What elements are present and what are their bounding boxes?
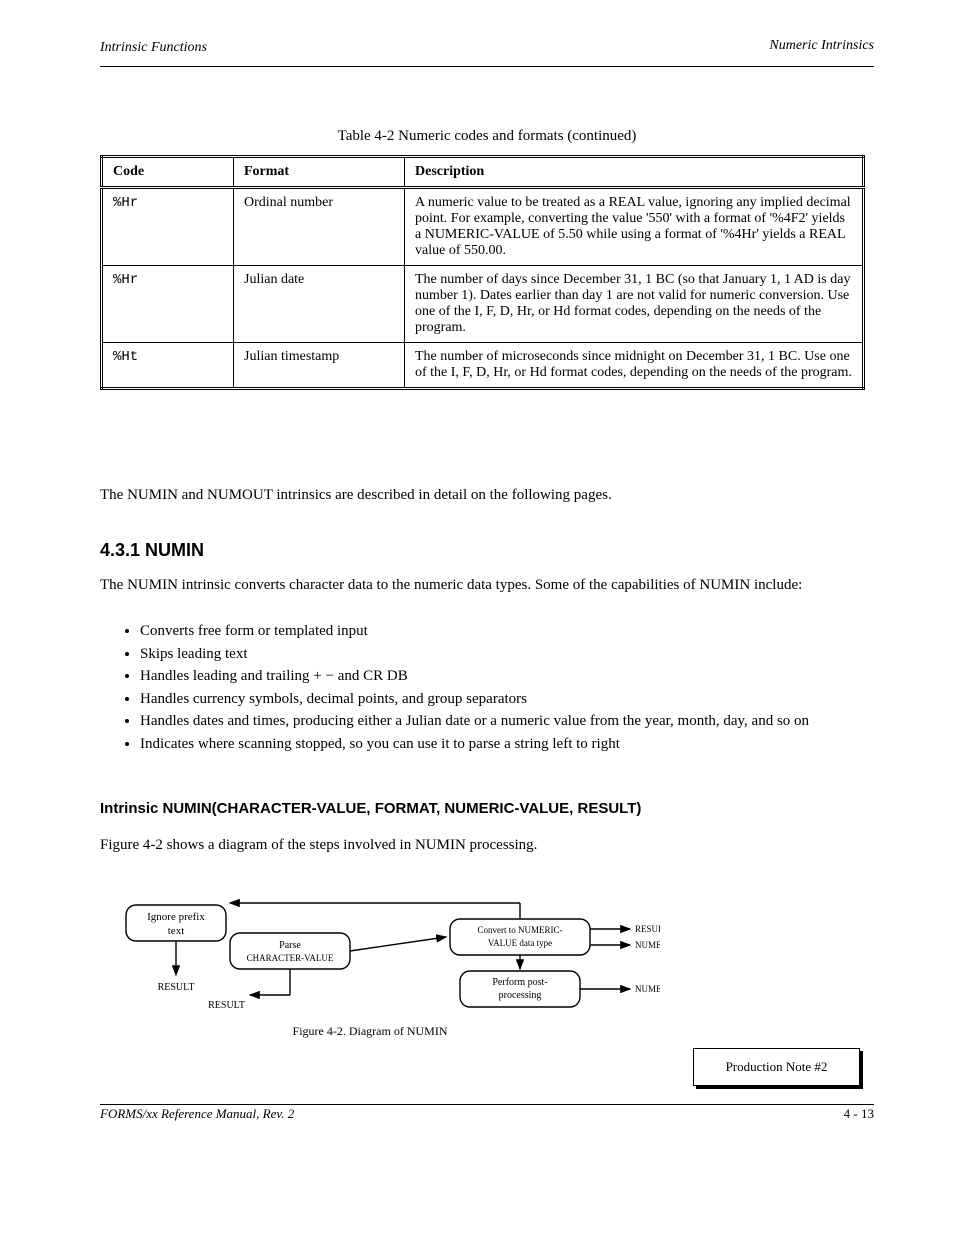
out-label: RESULT <box>208 1000 245 1011</box>
cell-desc: A numeric value to be treated as a REAL … <box>405 188 864 266</box>
svg-text:Perform post-: Perform post- <box>492 977 547 988</box>
table-title: Table 4-2 Numeric codes and formats (con… <box>100 128 874 145</box>
list-item: Indicates where scanning stopped, so you… <box>140 733 874 756</box>
footer-right: 4 - 13 <box>844 1106 874 1122</box>
out-label: NUMERIC-VALUE <box>635 984 660 994</box>
list-item: Handles currency symbols, decimal points… <box>140 688 874 711</box>
numin-flowchart: Ignore prefix text RESULT Parse CHARACTE… <box>100 895 660 1045</box>
numin-signature: Intrinsic NUMIN(CHARACTER-VALUE, FORMAT,… <box>100 800 641 817</box>
out-label: RESULT <box>158 982 195 993</box>
list-item: Handles dates and times, producing eithe… <box>140 710 874 733</box>
header-left: Intrinsic Functions <box>100 40 207 55</box>
footer-rule <box>100 1104 874 1105</box>
cell-desc: The number of microseconds since midnigh… <box>405 343 864 389</box>
list-item: Handles leading and trailing + − and CR … <box>140 665 874 688</box>
svg-text:Ignore prefix: Ignore prefix <box>147 911 205 923</box>
svg-text:Convert to NUMERIC-: Convert to NUMERIC- <box>478 925 563 935</box>
cell-code: %Ht <box>102 343 234 389</box>
header-right: Numeric Intrinsics <box>769 38 874 54</box>
svg-text:CHARACTER-VALUE: CHARACTER-VALUE <box>247 953 334 963</box>
cell-code: %Hr <box>102 266 234 343</box>
out-label: NUMERIC-VALUE <box>635 940 660 950</box>
post-table-paragraph: The NUMIN and NUMOUT intrinsics are desc… <box>100 485 874 505</box>
svg-text:Parse: Parse <box>279 940 301 951</box>
table-row: %Hr Ordinal number A numeric value to be… <box>102 188 864 266</box>
table-row: %Hr Julian date The number of days since… <box>102 266 864 343</box>
page-footer: FORMS/xx Reference Manual, Rev. 2 4 - 13 <box>100 1106 874 1122</box>
numeric-codes-table: Code Format Description %Hr Ordinal numb… <box>100 155 865 390</box>
cell-fmt: Julian date <box>234 266 405 343</box>
table-row: %Ht Julian timestamp The number of micro… <box>102 343 864 389</box>
table-header-row: Code Format Description <box>102 157 864 188</box>
cell-desc: The number of days since December 31, 1 … <box>405 266 864 343</box>
table-col-desc: Description <box>405 157 864 188</box>
table-col-format: Format <box>234 157 405 188</box>
figure-intro: Figure 4-2 shows a diagram of the steps … <box>100 835 874 855</box>
table-col-code: Code <box>102 157 234 188</box>
svg-text:VALUE data type: VALUE data type <box>488 938 552 948</box>
numin-intro: The NUMIN intrinsic converts character d… <box>100 575 874 595</box>
svg-text:text: text <box>168 925 185 937</box>
list-item: Skips leading text <box>140 643 874 666</box>
list-item: Converts free form or templated input <box>140 620 874 643</box>
cell-fmt: Ordinal number <box>234 188 405 266</box>
section-heading-numin: 4.3.1 NUMIN <box>100 540 204 561</box>
numin-feature-list: Converts free form or templated input Sk… <box>120 620 874 755</box>
cell-fmt: Julian timestamp <box>234 343 405 389</box>
page-header: Intrinsic Functions Numeric Intrinsics <box>100 38 874 67</box>
out-label: RESULT <box>635 924 660 934</box>
production-note-text: Production Note #2 <box>726 1059 828 1075</box>
footer-left: FORMS/xx Reference Manual, Rev. 2 <box>100 1106 294 1121</box>
header-rule <box>100 66 874 67</box>
figure-caption: Figure 4-2. Diagram of NUMIN <box>293 1024 448 1038</box>
svg-text:processing: processing <box>499 990 542 1001</box>
cell-code: %Hr <box>102 188 234 266</box>
production-note-box: Production Note #2 <box>693 1048 860 1086</box>
